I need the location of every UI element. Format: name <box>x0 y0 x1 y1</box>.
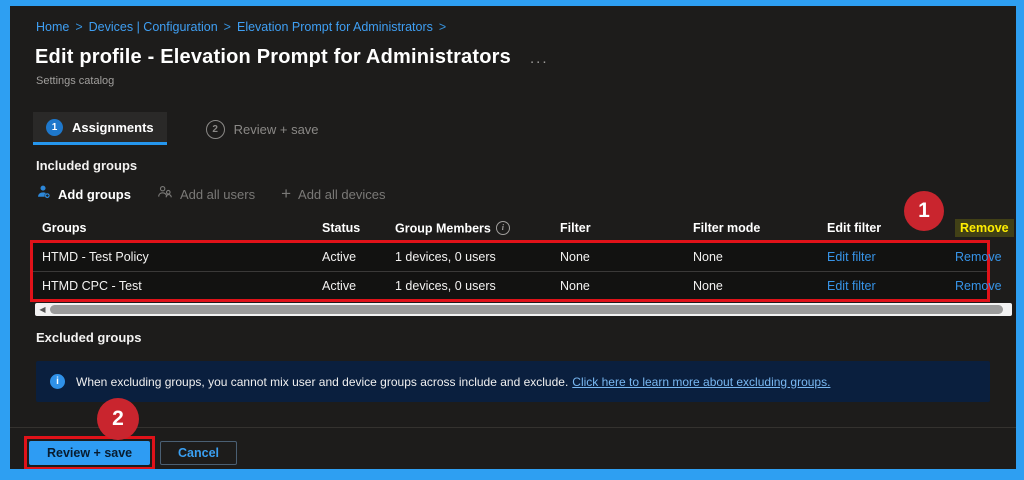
learn-more-link[interactable]: Click here to learn more about excluding… <box>572 374 831 389</box>
remove-link[interactable]: Remove <box>955 279 1002 293</box>
group-status: Active <box>322 250 357 264</box>
included-groups-toolbar: Add groups Add all users + Add all devic… <box>36 184 385 204</box>
group-name: HTMD - Test Policy <box>42 250 149 264</box>
excluded-groups-heading: Excluded groups <box>36 330 142 345</box>
people-icon <box>157 184 173 204</box>
annotation-callout-2: 2 <box>97 398 139 440</box>
group-name: HTMD CPC - Test <box>42 279 142 293</box>
add-groups-button[interactable]: Add groups <box>36 184 131 204</box>
column-header-remove[interactable]: Remove <box>955 219 1014 237</box>
groups-table-header: Groups Status Group Members i Filter Filt… <box>42 217 1014 239</box>
column-header-filter[interactable]: Filter <box>560 221 591 235</box>
group-filter: None <box>560 279 590 293</box>
horizontal-scrollbar[interactable]: ◀ <box>35 303 1012 316</box>
person-add-icon <box>36 184 51 204</box>
breadcrumb-separator: > <box>438 20 447 34</box>
annotation-box-review-save: Review + save <box>24 436 156 470</box>
annotation-callout-1: 1 <box>904 191 944 231</box>
page-subtitle: Settings catalog <box>36 75 115 87</box>
tab-review-save[interactable]: 2 Review + save <box>193 112 332 145</box>
step-2-badge: 2 <box>205 119 225 139</box>
column-header-groups[interactable]: Groups <box>42 221 87 235</box>
breadcrumb-devices-configuration[interactable]: Devices | Configuration <box>88 20 218 34</box>
add-all-devices-button[interactable]: + Add all devices <box>281 184 386 203</box>
scroll-left-arrow-icon[interactable]: ◀ <box>39 305 46 314</box>
breadcrumb-separator: > <box>75 20 83 34</box>
column-header-filter-mode[interactable]: Filter mode <box>693 221 761 235</box>
tab-assignments-label: Assignments <box>72 120 154 135</box>
table-row[interactable]: HTMD CPC - Test Active 1 devices, 0 user… <box>33 272 1002 300</box>
add-groups-label: Add groups <box>58 186 131 202</box>
info-icon: i <box>50 374 65 389</box>
page-title: Edit profile - Elevation Prompt for Admi… <box>35 46 511 68</box>
column-header-edit-filter[interactable]: Edit filter <box>827 221 882 235</box>
breadcrumb-separator: > <box>223 20 231 34</box>
cancel-button[interactable]: Cancel <box>160 441 237 465</box>
add-all-users-label: Add all users <box>179 186 256 202</box>
add-all-users-button[interactable]: Add all users <box>157 184 255 204</box>
group-members: 1 devices, 0 users <box>395 279 496 293</box>
column-header-status[interactable]: Status <box>322 221 361 235</box>
add-all-devices-label: Add all devices <box>298 186 386 202</box>
group-members: 1 devices, 0 users <box>395 250 496 264</box>
group-filter-mode: None <box>693 279 723 293</box>
info-icon[interactable]: i <box>495 220 510 235</box>
breadcrumb-elevation-prompt[interactable]: Elevation Prompt for Administrators <box>236 20 433 34</box>
review-save-button[interactable]: Review + save <box>29 441 151 465</box>
table-row[interactable]: HTMD - Test Policy Active 1 devices, 0 u… <box>33 243 1002 272</box>
group-filter: None <box>560 250 590 264</box>
edit-filter-link[interactable]: Edit filter <box>827 279 876 293</box>
breadcrumb: Home > Devices | Configuration > Elevation P… <box>36 20 452 34</box>
annotation-box-rows: HTMD - Test Policy Active 1 devices, 0 u… <box>30 240 1002 302</box>
more-options-icon[interactable]: ... <box>530 50 549 67</box>
included-groups-heading: Included groups <box>36 158 138 173</box>
exclusion-info-banner: i When excluding groups, you cannot mix … <box>36 361 990 402</box>
tab-review-save-label: Review + save <box>233 121 319 137</box>
breadcrumb-home[interactable]: Home <box>36 20 70 34</box>
group-status: Active <box>322 279 357 293</box>
remove-link[interactable]: Remove <box>955 250 1002 264</box>
tab-assignments[interactable]: 1 Assignments <box>33 112 167 145</box>
plus-icon: + <box>281 184 292 203</box>
footer-divider <box>0 427 1024 428</box>
group-filter-mode: None <box>693 250 723 264</box>
scrollbar-thumb[interactable] <box>50 305 1003 314</box>
wizard-tabs: 1 Assignments 2 Review + save <box>33 112 332 145</box>
banner-message: When excluding groups, you cannot mix us… <box>76 374 831 389</box>
column-header-group-members[interactable]: Group Members i <box>395 220 560 235</box>
step-1-badge: 1 <box>46 119 63 136</box>
edit-filter-link[interactable]: Edit filter <box>827 250 876 264</box>
